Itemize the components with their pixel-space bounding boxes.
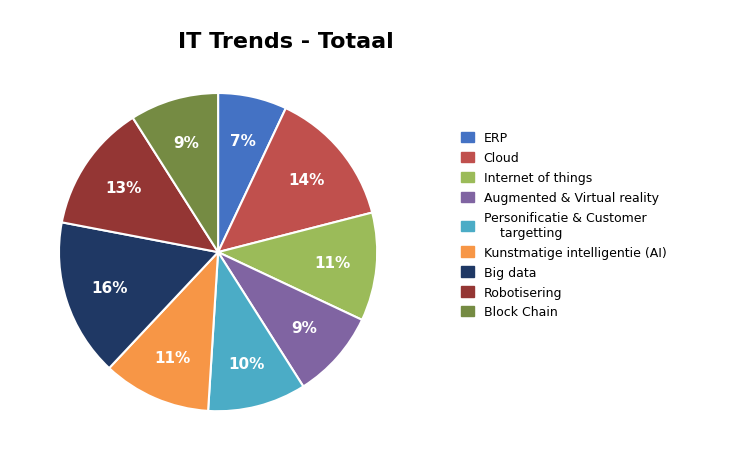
Text: 9%: 9% bbox=[291, 321, 317, 336]
Text: 9%: 9% bbox=[173, 135, 199, 150]
Text: 7%: 7% bbox=[230, 133, 256, 148]
Wedge shape bbox=[133, 94, 218, 253]
Wedge shape bbox=[218, 213, 378, 320]
Wedge shape bbox=[62, 119, 218, 253]
Text: IT Trends - Totaal: IT Trends - Totaal bbox=[178, 32, 393, 51]
Text: 13%: 13% bbox=[105, 181, 141, 196]
Wedge shape bbox=[109, 253, 218, 411]
Text: 16%: 16% bbox=[91, 281, 127, 295]
Wedge shape bbox=[218, 94, 286, 253]
Wedge shape bbox=[59, 223, 218, 368]
Text: 11%: 11% bbox=[154, 350, 191, 365]
Wedge shape bbox=[218, 253, 362, 387]
Legend: ERP, Cloud, Internet of things, Augmented & Virtual reality, Personificatie & Cu: ERP, Cloud, Internet of things, Augmente… bbox=[457, 129, 670, 322]
Wedge shape bbox=[208, 253, 303, 411]
Wedge shape bbox=[218, 109, 372, 253]
Text: 11%: 11% bbox=[314, 256, 350, 271]
Text: 10%: 10% bbox=[229, 356, 265, 371]
Text: 14%: 14% bbox=[288, 172, 325, 187]
